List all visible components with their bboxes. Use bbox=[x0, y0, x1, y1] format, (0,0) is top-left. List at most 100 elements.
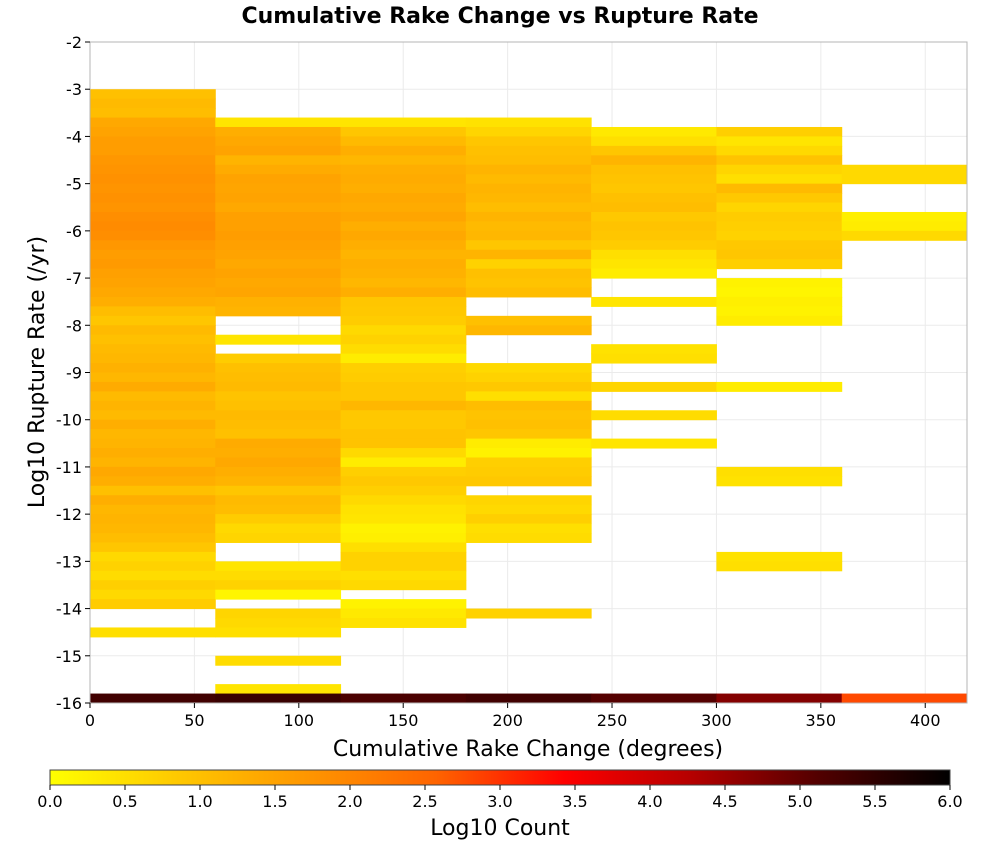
heatmap-cell bbox=[465, 249, 592, 260]
y-tick-label: -3 bbox=[66, 80, 82, 99]
heatmap-cell bbox=[340, 240, 467, 251]
heatmap-cell bbox=[340, 514, 467, 525]
heatmap-cell bbox=[215, 193, 342, 204]
heatmap-cell bbox=[591, 353, 717, 364]
heatmap-cell bbox=[465, 476, 592, 487]
heatmap-cell bbox=[340, 693, 467, 704]
y-tick-label: -14 bbox=[56, 600, 82, 619]
heatmap-cell bbox=[465, 504, 592, 515]
heatmap-cell bbox=[591, 240, 717, 251]
heatmap-cell bbox=[90, 230, 216, 241]
heatmap-cell bbox=[716, 287, 843, 298]
chart-title: Cumulative Rake Change vs Rupture Rate bbox=[241, 4, 758, 29]
heatmap-cell bbox=[215, 533, 342, 543]
heatmap-cell bbox=[340, 495, 467, 506]
heatmap-cell bbox=[215, 183, 342, 194]
heatmap-cell bbox=[340, 485, 467, 496]
heatmap-cell bbox=[215, 391, 342, 402]
heatmap-cell bbox=[340, 448, 467, 458]
heatmap-cell bbox=[716, 381, 843, 392]
heatmap-cell bbox=[340, 117, 467, 128]
heatmap-cell bbox=[465, 315, 592, 326]
heatmap-cell bbox=[215, 523, 342, 534]
heatmap-cell bbox=[841, 211, 968, 222]
heatmap-cell bbox=[716, 240, 843, 251]
heatmap-cell bbox=[591, 145, 717, 156]
heatmap-cell bbox=[215, 410, 342, 421]
x-tick-label: 400 bbox=[910, 711, 941, 730]
heatmap-cell bbox=[90, 306, 216, 317]
heatmap-cell bbox=[340, 570, 467, 581]
heatmap-cell bbox=[90, 533, 216, 543]
y-tick-label: -9 bbox=[66, 364, 82, 383]
x-tick-label: 100 bbox=[284, 711, 315, 730]
heatmap-cell bbox=[465, 363, 592, 373]
heatmap-cell bbox=[465, 211, 592, 222]
colorbar-tick-label: 0.5 bbox=[112, 792, 137, 811]
heatmap-cell bbox=[465, 419, 592, 430]
heatmap-cell bbox=[215, 693, 342, 704]
heatmap-cell bbox=[591, 230, 717, 241]
heatmap-cell bbox=[90, 466, 216, 477]
heatmap-cell bbox=[340, 551, 467, 562]
heatmap-cell bbox=[215, 580, 342, 591]
heatmap-cell bbox=[90, 400, 216, 411]
heatmap-cell bbox=[90, 627, 216, 638]
heatmap-cell bbox=[215, 400, 342, 411]
heatmap-cell bbox=[215, 202, 342, 213]
heatmap-cell bbox=[465, 174, 592, 185]
y-tick-label: -16 bbox=[56, 694, 82, 713]
heatmap-cell bbox=[716, 259, 843, 270]
heatmap-cell bbox=[340, 533, 467, 543]
heatmap-cell bbox=[215, 570, 342, 581]
heatmap-cell bbox=[90, 240, 216, 251]
heatmap-cell bbox=[215, 608, 342, 619]
heatmap-cell bbox=[716, 315, 843, 326]
heatmap-cell bbox=[215, 627, 342, 638]
heatmap-cell bbox=[90, 476, 216, 487]
heatmap-cell bbox=[465, 429, 592, 440]
heatmap-cell bbox=[340, 429, 467, 440]
heatmap-cell bbox=[591, 164, 717, 175]
heatmap-cell bbox=[340, 344, 467, 355]
heatmap-cell bbox=[716, 551, 843, 562]
heatmap-cell bbox=[591, 693, 717, 704]
heatmap-cell bbox=[591, 136, 717, 147]
heatmap-cell bbox=[340, 183, 467, 194]
heatmap-cell bbox=[340, 372, 467, 383]
heatmap-cell bbox=[215, 117, 342, 128]
heatmap-cell bbox=[215, 287, 342, 298]
heatmap-cell bbox=[591, 193, 717, 204]
heatmap-cell bbox=[841, 693, 968, 704]
heatmap-cell bbox=[716, 693, 843, 704]
y-tick-label: -15 bbox=[56, 647, 82, 666]
heatmap-cell bbox=[340, 325, 467, 336]
heatmap-cell bbox=[340, 221, 467, 232]
heatmap-cell bbox=[90, 145, 216, 156]
heatmap-cell bbox=[340, 278, 467, 289]
colorbar-label: Log10 Count bbox=[430, 816, 570, 841]
heatmap-cell bbox=[90, 108, 216, 119]
heatmap-cell bbox=[465, 514, 592, 525]
heatmap-cell bbox=[215, 684, 342, 695]
heatmap-cell bbox=[340, 580, 467, 591]
heatmap-cell bbox=[465, 438, 592, 449]
heatmap-cell bbox=[716, 230, 843, 241]
y-tick-label: -2 bbox=[66, 33, 82, 52]
heatmap-cell bbox=[215, 504, 342, 515]
x-tick-label: 50 bbox=[184, 711, 204, 730]
heatmap-cell bbox=[841, 164, 968, 175]
heatmap-cell bbox=[215, 561, 342, 572]
heatmap-cell bbox=[90, 353, 216, 364]
heatmap-cell bbox=[465, 391, 592, 402]
heatmap-cell bbox=[591, 126, 717, 137]
heatmap-cell bbox=[340, 259, 467, 270]
heatmap-cell bbox=[90, 419, 216, 430]
heatmap-cell bbox=[465, 400, 592, 411]
heatmap-cell bbox=[716, 211, 843, 222]
heatmap-cell bbox=[340, 145, 467, 156]
heatmap-cell bbox=[340, 306, 467, 317]
heatmap-cell bbox=[90, 126, 216, 137]
heatmap-cell bbox=[465, 136, 592, 147]
